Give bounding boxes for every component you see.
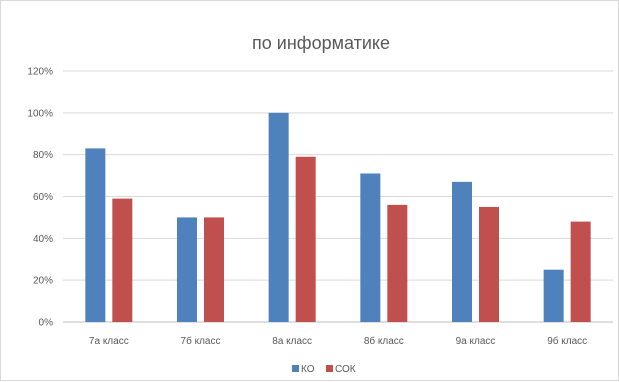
bar-sok — [387, 204, 408, 322]
bar-sok — [570, 221, 591, 322]
x-axis-tick-labels: 7а класс 7б класс 8а класс 8б класс 9а класс… — [89, 335, 587, 347]
bar-ko — [452, 181, 472, 322]
bar-sok — [295, 156, 316, 322]
x-tick-label: 8б класс — [364, 335, 404, 347]
y-tick-label: 80% — [33, 150, 53, 161]
x-tick-label: 7а класс — [89, 336, 129, 347]
y-tick-label: 0% — [39, 318, 54, 329]
y-tick-label: 20% — [33, 276, 53, 287]
legend-swatch — [326, 365, 333, 372]
bar-ko — [360, 173, 381, 322]
bars — [85, 112, 591, 322]
y-axis-tick-labels: 0% 20% 40% 60% 80% 100% 120% — [27, 67, 53, 329]
x-tick-label: 7б класс — [181, 335, 221, 347]
bar-sok — [479, 206, 499, 322]
x-tick-label: 9а класс — [456, 336, 496, 347]
bar-sok — [204, 217, 224, 322]
x-tick-label: 9б класс — [547, 335, 587, 347]
legend-label: КО — [301, 364, 315, 375]
bar-sok — [112, 198, 133, 322]
legend-swatch — [292, 365, 299, 372]
chart-title: по информатике — [252, 33, 390, 53]
y-tick-label: 100% — [27, 108, 53, 119]
bar-ko — [85, 148, 106, 322]
x-tick-label: 8а класс — [272, 336, 312, 347]
y-tick-label: 40% — [33, 234, 53, 245]
legend: КО СОК — [292, 364, 356, 375]
gridlines — [63, 70, 613, 323]
y-tick-label: 120% — [27, 67, 53, 78]
legend-label: СОК — [335, 364, 356, 375]
y-tick-label: 60% — [33, 192, 53, 203]
bar-ko — [268, 112, 289, 322]
bar-ko — [177, 217, 197, 322]
bar-ko — [543, 269, 564, 322]
